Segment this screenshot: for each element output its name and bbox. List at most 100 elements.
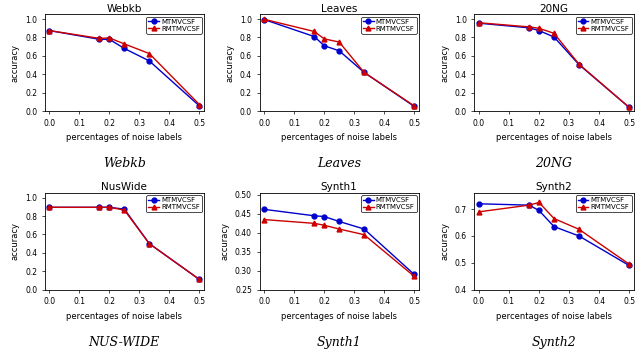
MTMVCSF [260,17,268,22]
RMTMVCSF [410,104,418,108]
MTMVCSF [321,43,328,48]
MTMVCSF [45,205,53,210]
RMTMVCSF [310,221,318,226]
RMTMVCSF [335,227,343,231]
RMTMVCSF [106,36,113,40]
MTMVCSF [120,46,128,51]
MTMVCSF [335,49,343,53]
RMTMVCSF [410,274,418,278]
Legend: MTMVCSF, RMTMVCSF: MTMVCSF, RMTMVCSF [576,17,632,34]
RMTMVCSF [321,37,328,41]
RMTMVCSF [260,17,268,21]
Y-axis label: accuracy: accuracy [10,44,19,82]
Line: RMTMVCSF: RMTMVCSF [477,20,632,110]
MTMVCSF [310,34,318,39]
MTMVCSF [525,203,533,207]
RMTMVCSF [550,31,558,35]
MTMVCSF [575,62,583,67]
MTMVCSF [550,224,558,229]
RMTMVCSF [475,21,483,25]
MTMVCSF [106,205,113,210]
Text: NUS-WIDE: NUS-WIDE [89,336,160,349]
RMTMVCSF [575,227,583,231]
Title: Webkb: Webkb [107,4,142,14]
Text: Leaves: Leaves [317,157,361,171]
RMTMVCSF [360,70,368,75]
Y-axis label: accuracy: accuracy [440,222,449,260]
RMTMVCSF [535,200,543,205]
X-axis label: percentages of noise labels: percentages of noise labels [67,133,182,142]
RMTMVCSF [625,262,633,266]
Line: MTMVCSF: MTMVCSF [262,207,417,277]
Legend: MTMVCSF, RMTMVCSF: MTMVCSF, RMTMVCSF [361,195,417,212]
Legend: MTMVCSF, RMTMVCSF: MTMVCSF, RMTMVCSF [147,17,202,34]
RMTMVCSF [196,277,204,282]
RMTMVCSF [575,62,583,66]
MTMVCSF [120,207,128,211]
RMTMVCSF [360,232,368,237]
RMTMVCSF [525,203,533,207]
MTMVCSF [95,37,103,42]
Y-axis label: accuracy: accuracy [225,44,234,82]
Legend: MTMVCSF, RMTMVCSF: MTMVCSF, RMTMVCSF [576,195,632,212]
MTMVCSF [106,37,113,42]
MTMVCSF [625,263,633,268]
MTMVCSF [525,26,533,30]
MTMVCSF [145,241,153,246]
RMTMVCSF [145,51,153,56]
Text: Synth1: Synth1 [317,336,362,349]
MTMVCSF [550,35,558,39]
RMTMVCSF [106,205,113,210]
Line: MTMVCSF: MTMVCSF [47,205,202,282]
X-axis label: percentages of noise labels: percentages of noise labels [67,312,182,321]
MTMVCSF [535,208,543,212]
Line: MTMVCSF: MTMVCSF [477,201,632,268]
MTMVCSF [535,28,543,33]
Y-axis label: accuracy: accuracy [10,222,19,260]
RMTMVCSF [95,205,103,210]
RMTMVCSF [95,36,103,41]
X-axis label: percentages of noise labels: percentages of noise labels [496,312,612,321]
Text: Webkb: Webkb [103,157,146,171]
Line: RMTMVCSF: RMTMVCSF [262,217,417,279]
RMTMVCSF [196,102,204,107]
Legend: MTMVCSF, RMTMVCSF: MTMVCSF, RMTMVCSF [361,17,417,34]
MTMVCSF [360,70,368,75]
MTMVCSF [475,202,483,206]
RMTMVCSF [45,205,53,210]
Title: Leaves: Leaves [321,4,357,14]
Text: Synth2: Synth2 [532,336,577,349]
MTMVCSF [310,214,318,218]
RMTMVCSF [145,241,153,246]
RMTMVCSF [45,28,53,33]
RMTMVCSF [625,105,633,110]
Legend: MTMVCSF, RMTMVCSF: MTMVCSF, RMTMVCSF [147,195,202,212]
RMTMVCSF [260,218,268,222]
RMTMVCSF [475,210,483,214]
MTMVCSF [625,105,633,110]
RMTMVCSF [550,216,558,221]
X-axis label: percentages of noise labels: percentages of noise labels [281,133,397,142]
RMTMVCSF [335,40,343,44]
Title: Synth2: Synth2 [536,182,572,192]
RMTMVCSF [525,25,533,29]
Line: MTMVCSF: MTMVCSF [262,17,417,109]
MTMVCSF [410,272,418,277]
RMTMVCSF [535,26,543,30]
Text: 20NG: 20NG [536,157,573,171]
X-axis label: percentages of noise labels: percentages of noise labels [281,312,397,321]
MTMVCSF [321,214,328,219]
RMTMVCSF [120,208,128,212]
Line: MTMVCSF: MTMVCSF [47,28,202,108]
Y-axis label: accuracy: accuracy [220,222,229,260]
Y-axis label: accuracy: accuracy [440,44,449,82]
MTMVCSF [196,104,204,108]
MTMVCSF [196,277,204,282]
Line: MTMVCSF: MTMVCSF [477,21,632,110]
MTMVCSF [95,205,103,210]
RMTMVCSF [120,42,128,46]
MTMVCSF [410,104,418,109]
X-axis label: percentages of noise labels: percentages of noise labels [496,133,612,142]
Line: RMTMVCSF: RMTMVCSF [262,17,417,108]
RMTMVCSF [321,223,328,227]
